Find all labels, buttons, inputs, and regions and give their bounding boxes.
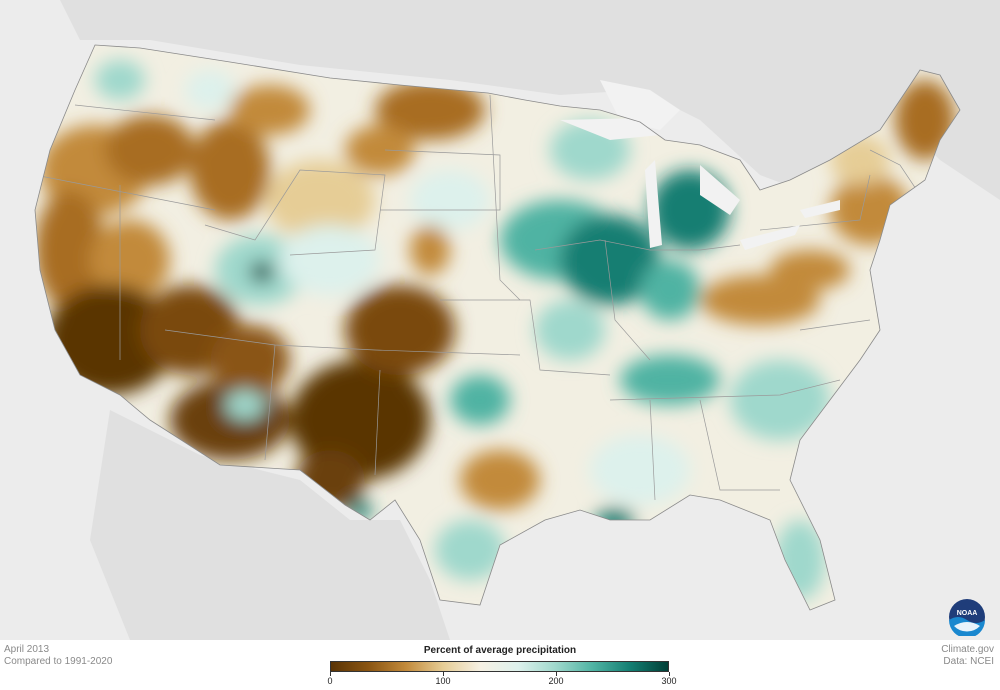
us-outline (34, 44, 961, 611)
legend-tick (555, 672, 557, 676)
precipitation-map: NOAA (34, 0, 1000, 640)
legend-tick-label: 0 (327, 676, 333, 686)
period-label: April 2013 (4, 644, 50, 655)
great-lakes (560, 118, 840, 250)
publisher-label: Climate.gov (941, 644, 994, 655)
legend-color-bar (330, 661, 669, 672)
legend-tick-label: 300 (661, 676, 677, 686)
legend-tick-label: 100 (435, 676, 451, 686)
legend-title: Percent of average precipitation (423, 645, 577, 656)
map-canvas (34, 0, 1000, 640)
period-info: April 2013 Compared to 1991-2020 (4, 644, 112, 668)
credits: Climate.gov Data: NCEI (941, 644, 994, 668)
state-borders (35, 94, 921, 501)
baseline-label: Compared to 1991-2020 (4, 656, 113, 667)
legend-tick-label: 200 (548, 676, 564, 686)
data-source-label: Data: NCEI (943, 656, 994, 667)
noaa-logo-text: NOAA (957, 610, 978, 617)
legend-tick (329, 672, 331, 676)
footer: April 2013 Compared to 1991-2020 Percent… (0, 640, 1000, 690)
noaa-logo-icon: NOAA (949, 599, 985, 636)
legend-tick (668, 672, 670, 676)
legend-tick (442, 672, 444, 676)
